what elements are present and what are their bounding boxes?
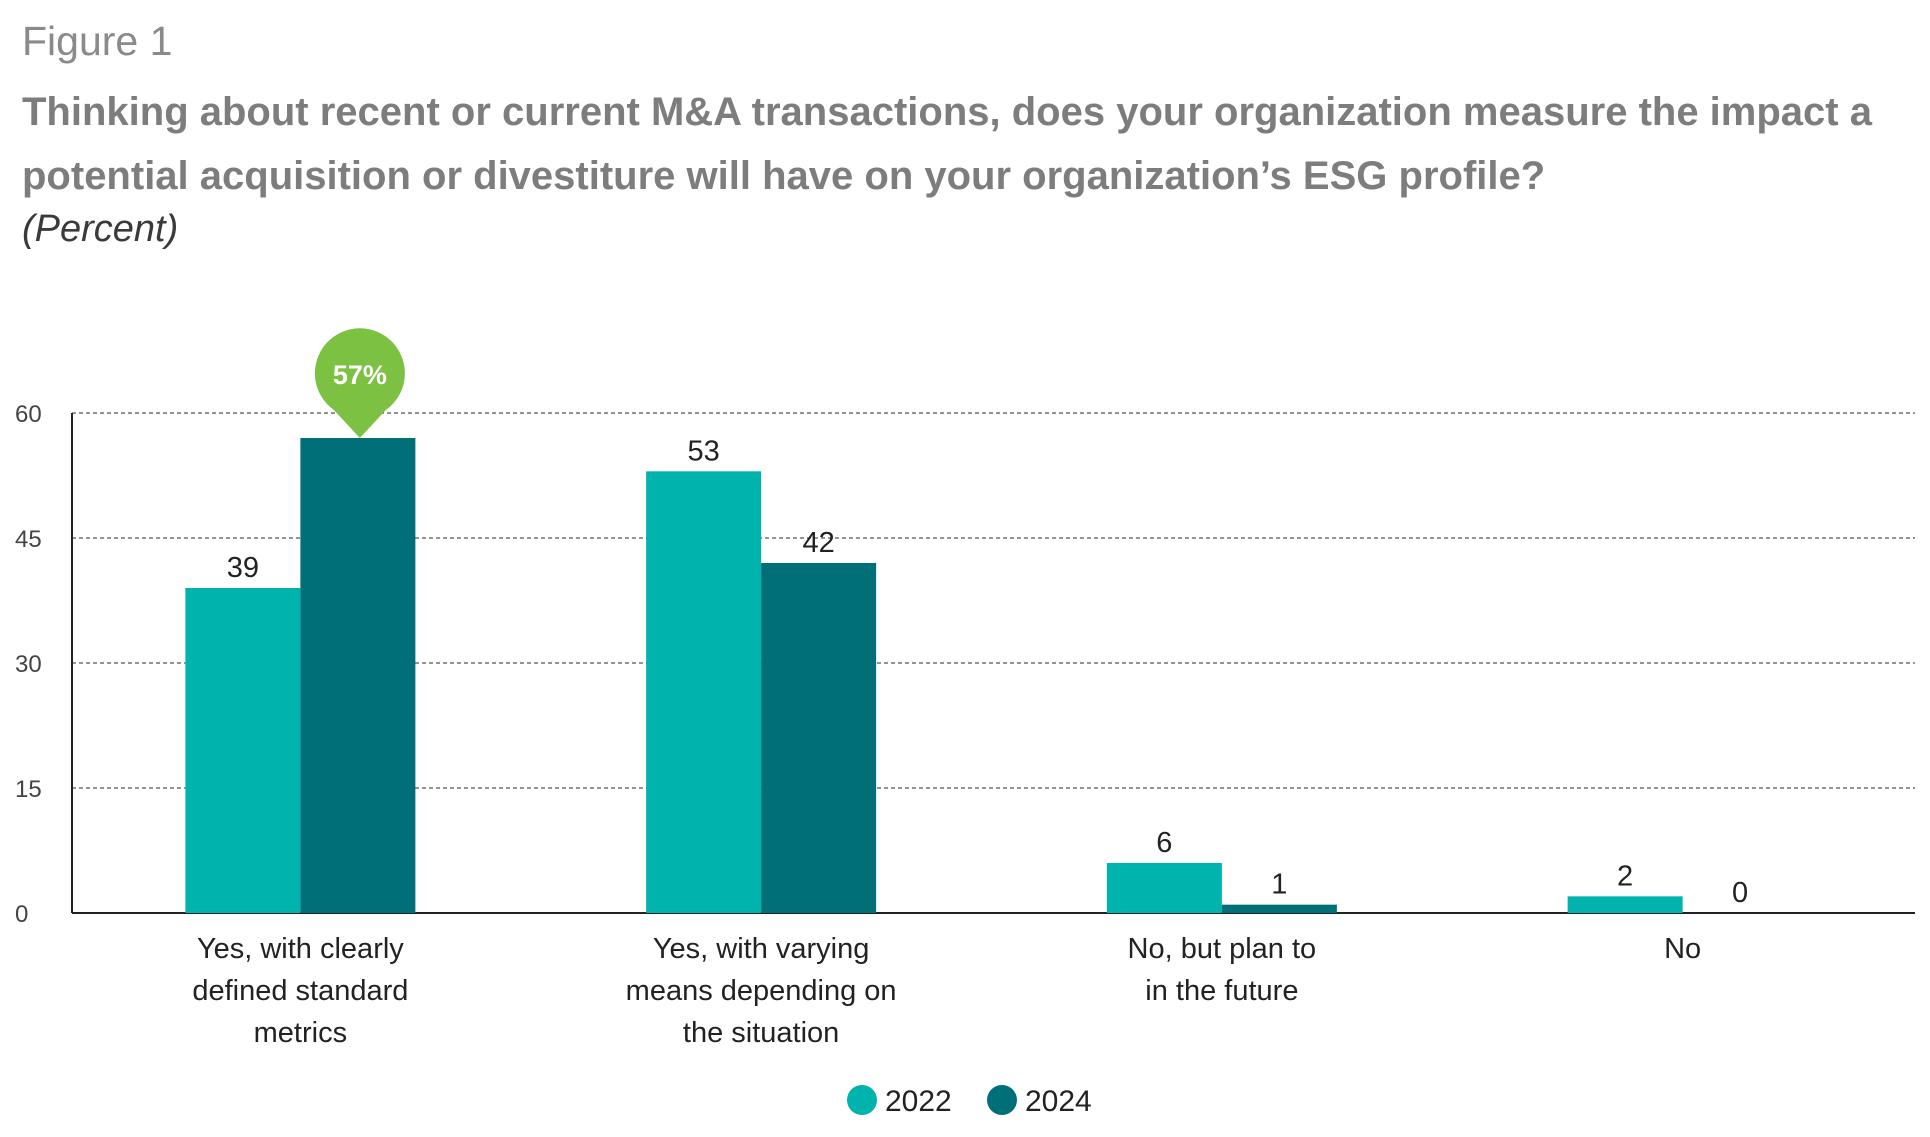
bar-2022-cat3: [1567, 896, 1683, 913]
value-labels: 39 53 42 6 1 2 0: [227, 435, 1748, 909]
category-label-0: Yes, with clearly defined standard metrics: [192, 933, 408, 1049]
legend: 2022 2024: [847, 1085, 1092, 1118]
y-tick-label: 15: [15, 776, 42, 803]
category-label-line: metrics: [254, 1017, 347, 1049]
callout-label: 57%: [333, 360, 387, 390]
category-label-3: No: [1664, 933, 1701, 965]
value-label-2024-cat1: 42: [802, 527, 834, 559]
value-label-2022-cat0: 39: [227, 552, 259, 584]
category-label-1: Yes, with varying means depending on the s…: [626, 933, 897, 1049]
value-label-2022-cat3: 2: [1617, 860, 1633, 892]
category-label-line: No: [1664, 933, 1701, 965]
gridlines: [72, 412, 1915, 789]
bar-2024-cat2: [1221, 904, 1337, 913]
highlight-callout: 57%: [314, 328, 405, 438]
category-label-line: the situation: [683, 1017, 839, 1049]
legend-label-2024: 2024: [1025, 1085, 1092, 1118]
category-label-line: in the future: [1145, 975, 1298, 1007]
category-label-line: No, but plan to: [1128, 933, 1317, 965]
y-tick-label: 45: [15, 526, 42, 553]
value-label-2022-cat2: 6: [1156, 827, 1172, 859]
value-label-2024-cat2: 1: [1271, 869, 1287, 901]
legend-swatch-2024: [987, 1085, 1017, 1115]
legend-swatch-2022: [847, 1085, 877, 1115]
bar-2022-cat0: [185, 588, 301, 913]
y-tick-label: 60: [15, 401, 42, 428]
category-labels: Yes, with clearly defined standard metrics…: [192, 933, 1701, 1049]
chart-subtitle: (Percent): [22, 208, 179, 250]
bar-2024-cat1: [761, 563, 877, 913]
category-label-2: No, but plan to in the future: [1128, 933, 1317, 1007]
chart-title: Thinking about recent or current M&A tra…: [22, 90, 1872, 198]
figure-label: Figure 1: [22, 18, 173, 64]
category-label-line: defined standard: [192, 975, 408, 1007]
category-label-line: Yes, with varying: [653, 933, 870, 965]
callout-pin: [314, 328, 405, 438]
category-label-line: Yes, with clearly: [197, 933, 404, 965]
bars: [185, 438, 1683, 913]
y-tick-label: 0: [15, 901, 28, 928]
value-label-2022-cat1: 53: [687, 435, 719, 467]
legend-label-2022: 2022: [885, 1085, 952, 1118]
y-tick-label: 30: [15, 651, 42, 678]
bar-2022-cat1: [646, 471, 762, 913]
category-label-line: means depending on: [626, 975, 897, 1007]
bar-2024-cat0: [300, 438, 416, 913]
value-label-2024-cat3: 0: [1732, 877, 1748, 909]
bar-2022-cat2: [1106, 863, 1222, 913]
